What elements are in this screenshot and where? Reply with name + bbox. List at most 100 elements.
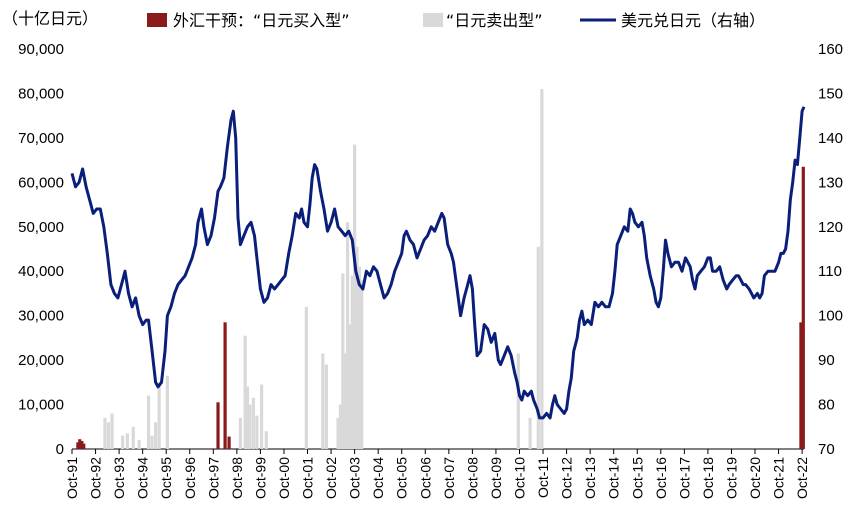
legend-swatch-buy (147, 13, 167, 27)
x-tick-label: Oct-18 (700, 457, 716, 499)
right-tick-label: 70 (818, 441, 835, 458)
legend-label-sell: “日元卖出型” (446, 11, 543, 30)
sell-bar (264, 431, 268, 449)
left-tick-label: 90,000 (18, 41, 64, 58)
x-tick-label: Oct-03 (347, 457, 363, 499)
x-tick-label: Oct-02 (323, 457, 339, 499)
sell-bar (336, 417, 340, 449)
legend-swatch-sell (423, 13, 443, 27)
left-tick-label: 70,000 (18, 130, 64, 147)
x-tick-label: Oct-04 (370, 457, 386, 499)
buy-bars-series (76, 166, 805, 449)
x-tick-label: Oct-20 (747, 457, 763, 499)
legend-label-rate: 美元兑日元（右轴） (621, 11, 765, 30)
x-tick-label: Oct-06 (417, 457, 433, 499)
right-tick-label: 110 (818, 263, 842, 280)
x-tick-label: Oct-05 (394, 457, 410, 499)
sell-bar (343, 353, 347, 449)
sell-bar (154, 422, 158, 449)
sell-bar (540, 89, 544, 449)
x-tick-label: Oct-91 (64, 457, 80, 499)
left-tick-label: 60,000 (18, 174, 64, 191)
sell-bar (245, 386, 250, 449)
x-tick-label: Oct-16 (653, 457, 669, 499)
right-tick-label: 150 (818, 85, 843, 102)
x-tick-label: Oct-93 (111, 457, 127, 499)
x-tick-label: Oct-98 (229, 457, 245, 499)
sell-bar (150, 435, 154, 449)
left-tick-label: 50,000 (18, 219, 64, 236)
left-tick-label: 40,000 (18, 263, 64, 280)
x-tick-label: Oct-09 (488, 457, 504, 499)
sell-bar (357, 266, 361, 449)
buy-bar (799, 322, 803, 449)
left-tick-label: 30,000 (18, 308, 64, 325)
sell-bar (238, 417, 242, 449)
buy-bar (82, 443, 86, 449)
sell-bar (345, 222, 350, 449)
x-tick-label: Oct-13 (582, 457, 598, 499)
x-tick-label: Oct-21 (771, 457, 787, 499)
x-tick-label: Oct-94 (135, 457, 151, 499)
sell-bar (255, 415, 259, 449)
buy-bar (76, 442, 80, 449)
x-tick-label: Oct-17 (676, 457, 692, 499)
sell-bars-series (103, 89, 544, 450)
sell-bar (103, 417, 107, 449)
sell-bar (131, 426, 135, 449)
chart-axes: 0 10,000 20,000 30,000 40,000 50,000 60,000 70,… (18, 41, 843, 499)
y-axis-unit-label: （十亿日元） (2, 9, 98, 28)
left-tick-label: 0 (56, 441, 64, 458)
x-tick-label: Oct-19 (723, 457, 739, 499)
sell-bar (324, 364, 328, 449)
right-tick-label: 140 (818, 130, 843, 147)
left-tick-label: 80,000 (18, 85, 64, 102)
sell-bar (341, 273, 345, 449)
sell-bar (516, 353, 520, 449)
right-tick-label: 120 (818, 219, 843, 236)
right-tick-label: 90 (818, 352, 835, 369)
x-tick-label: Oct-92 (88, 457, 104, 499)
sell-bar (536, 246, 540, 449)
left-tick-label: 20,000 (18, 352, 64, 369)
sell-bar (243, 335, 247, 449)
sell-bar (106, 422, 111, 449)
x-tick-label: Oct-96 (182, 457, 198, 499)
x-tick-label: Oct-07 (441, 457, 457, 499)
sell-bar (360, 280, 364, 449)
x-tick-label: Oct-95 (158, 457, 174, 499)
legend-label-buy: 外汇干预：“日元买入型” (173, 11, 350, 30)
sell-bar (248, 404, 252, 449)
right-tick-label: 160 (818, 41, 843, 58)
sell-bar (137, 440, 141, 449)
sell-bar (350, 275, 354, 449)
sell-bar (338, 404, 343, 449)
sell-bar (125, 433, 129, 449)
usdjpy-line-series (70, 106, 806, 420)
sell-bar (110, 413, 114, 449)
sell-bar (321, 353, 325, 449)
usdjpy-line (70, 106, 806, 420)
x-tick-label: Oct-22 (794, 457, 810, 499)
sell-bar (121, 435, 125, 449)
sell-bar (355, 246, 359, 449)
buy-bar (80, 441, 84, 449)
sell-bar (304, 306, 308, 449)
buy-bar (227, 436, 231, 449)
chart-legend: （十亿日元） 外汇干预：“日元买入型” “日元卖出型” 美元兑日元（右轴） (2, 9, 765, 30)
x-tick-label: Oct-15 (629, 457, 645, 499)
x-tick-label: Oct-99 (252, 457, 268, 499)
sell-bar (251, 397, 255, 449)
right-tick-label: 100 (818, 308, 843, 325)
sell-bar (353, 144, 357, 450)
buy-bar (216, 402, 220, 449)
buy-bar (801, 166, 805, 449)
buy-bar (223, 322, 227, 449)
right-tick-label: 80 (818, 397, 835, 414)
buy-bar (78, 439, 82, 449)
x-tick-label: Oct-12 (559, 457, 575, 499)
x-tick-label: Oct-08 (464, 457, 480, 499)
left-tick-label: 10,000 (18, 397, 64, 414)
